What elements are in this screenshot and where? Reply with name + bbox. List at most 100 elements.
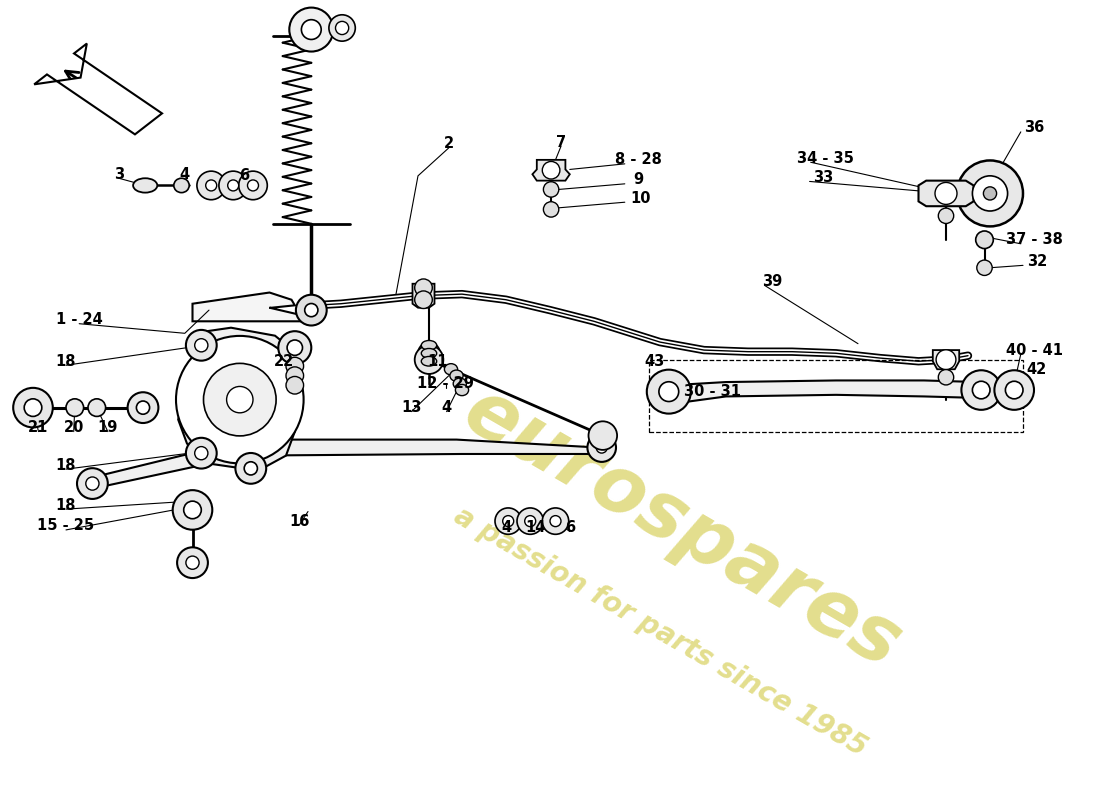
Text: 19: 19 [98, 420, 118, 435]
Circle shape [186, 330, 217, 361]
Text: 30 - 31: 30 - 31 [684, 384, 741, 399]
Text: 20: 20 [64, 420, 84, 435]
Ellipse shape [450, 370, 463, 382]
Circle shape [588, 422, 617, 450]
Text: 33: 33 [813, 170, 833, 185]
Circle shape [972, 176, 1008, 211]
Circle shape [13, 388, 53, 427]
Polygon shape [532, 160, 570, 181]
Text: 9: 9 [632, 172, 644, 187]
Circle shape [543, 182, 559, 197]
Circle shape [186, 438, 217, 469]
Circle shape [329, 14, 355, 41]
Circle shape [227, 386, 253, 413]
Text: 32: 32 [1027, 254, 1047, 269]
Circle shape [186, 556, 199, 570]
Circle shape [136, 401, 150, 414]
Circle shape [977, 260, 992, 275]
Circle shape [177, 547, 208, 578]
Text: 34 - 35: 34 - 35 [796, 150, 854, 166]
Circle shape [517, 508, 543, 534]
Ellipse shape [133, 178, 157, 193]
Text: 4: 4 [441, 400, 452, 415]
Circle shape [957, 161, 1023, 226]
Circle shape [418, 342, 440, 364]
Polygon shape [34, 43, 162, 134]
Circle shape [938, 370, 954, 385]
Ellipse shape [88, 399, 106, 417]
Circle shape [287, 340, 303, 355]
Ellipse shape [421, 349, 437, 358]
Text: 11: 11 [428, 354, 448, 369]
Polygon shape [90, 439, 603, 489]
Ellipse shape [421, 357, 437, 366]
Circle shape [248, 180, 258, 191]
Circle shape [305, 303, 318, 317]
Text: 37 - 38: 37 - 38 [1005, 232, 1063, 247]
Circle shape [286, 377, 304, 394]
Text: 10: 10 [630, 190, 650, 206]
Ellipse shape [453, 378, 466, 390]
Text: 18: 18 [56, 458, 76, 473]
Circle shape [206, 180, 217, 191]
Circle shape [503, 516, 514, 526]
Circle shape [197, 171, 226, 200]
Text: 12 - 29: 12 - 29 [417, 376, 474, 391]
Circle shape [659, 382, 679, 402]
Circle shape [228, 180, 239, 191]
Text: 6: 6 [239, 168, 250, 183]
Circle shape [542, 162, 560, 179]
Ellipse shape [174, 178, 189, 193]
Ellipse shape [455, 385, 469, 396]
Circle shape [278, 331, 311, 364]
Text: 39: 39 [762, 274, 782, 289]
Text: 18: 18 [56, 498, 76, 513]
Text: 4: 4 [500, 520, 512, 535]
Polygon shape [933, 350, 959, 370]
Circle shape [415, 291, 432, 309]
Circle shape [195, 446, 208, 460]
Circle shape [336, 22, 349, 34]
Polygon shape [178, 328, 297, 467]
Circle shape [195, 338, 208, 352]
Circle shape [204, 363, 276, 436]
Text: 13: 13 [402, 400, 421, 415]
Text: 40 - 41: 40 - 41 [1005, 342, 1063, 358]
Ellipse shape [444, 364, 458, 375]
Circle shape [415, 346, 443, 374]
Circle shape [550, 516, 561, 526]
Circle shape [936, 350, 956, 370]
Circle shape [128, 392, 158, 423]
Circle shape [994, 370, 1034, 410]
Circle shape [972, 382, 990, 399]
Circle shape [219, 171, 248, 200]
Text: 36: 36 [1024, 120, 1044, 135]
Circle shape [976, 231, 993, 249]
Text: a passion for parts since 1985: a passion for parts since 1985 [449, 502, 871, 762]
Circle shape [961, 370, 1001, 410]
Text: 22: 22 [274, 354, 294, 369]
Circle shape [1005, 382, 1023, 399]
Circle shape [525, 516, 536, 526]
Text: 42: 42 [1026, 362, 1046, 377]
Text: 18: 18 [56, 354, 76, 369]
Polygon shape [90, 478, 104, 489]
Text: 21: 21 [29, 420, 48, 435]
Text: 16: 16 [289, 514, 309, 529]
Circle shape [647, 370, 691, 414]
Text: 15 - 25: 15 - 25 [37, 518, 95, 534]
Circle shape [289, 7, 333, 51]
Circle shape [296, 294, 327, 326]
Circle shape [286, 358, 304, 375]
Text: 43: 43 [645, 354, 664, 369]
Polygon shape [918, 181, 974, 206]
Circle shape [415, 279, 432, 297]
Circle shape [983, 187, 997, 200]
Text: 3: 3 [113, 166, 124, 182]
Circle shape [286, 367, 304, 385]
Ellipse shape [421, 341, 437, 350]
Circle shape [24, 399, 42, 417]
Circle shape [173, 490, 212, 530]
Circle shape [596, 442, 607, 453]
Circle shape [239, 171, 267, 200]
